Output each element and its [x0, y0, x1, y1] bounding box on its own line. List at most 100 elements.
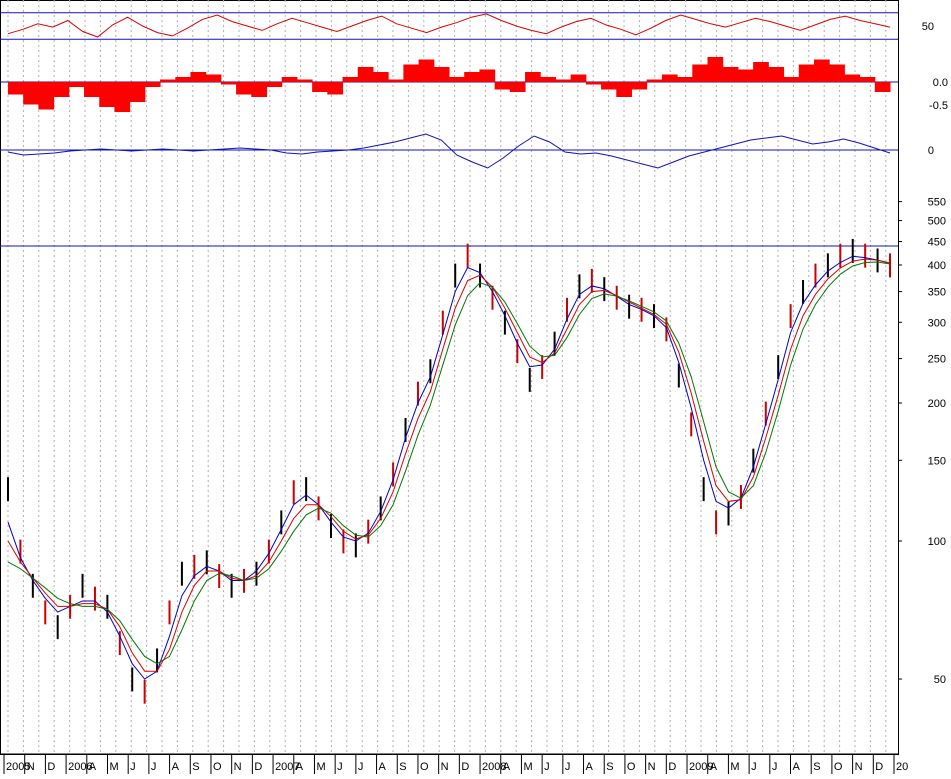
histogram-bar [813, 59, 830, 82]
x-tick-label: D [254, 761, 262, 773]
histogram-bar [236, 82, 252, 95]
histogram-bar [266, 82, 283, 87]
histogram-bar [494, 82, 511, 90]
histogram-bar [68, 82, 85, 87]
x-tick-label: O [420, 761, 429, 773]
tick-label: 100 [928, 536, 946, 548]
x-tick-label: M [316, 761, 325, 773]
x-tick-label: N [648, 761, 656, 773]
histogram-bar [874, 82, 891, 92]
histogram-bar [8, 82, 24, 95]
histogram-bar [540, 77, 556, 82]
histogram-bar [677, 77, 693, 82]
x-tick-label: N [234, 761, 242, 773]
x-tick-label: J [151, 761, 157, 773]
histogram-bar [616, 82, 632, 97]
histogram-bar [555, 79, 572, 82]
x-tick-label: A [296, 761, 304, 773]
histogram-bar [84, 82, 100, 97]
histogram-bar [357, 67, 374, 82]
tick-label: 500 [928, 216, 946, 228]
histogram-bar [312, 82, 328, 92]
tick-label: 550 [928, 197, 946, 209]
histogram-bar [449, 77, 465, 82]
x-tick-label: S [399, 761, 406, 773]
x-tick-label: N [441, 761, 449, 773]
tick-label: 0 [928, 145, 934, 157]
histogram-bar [661, 74, 678, 82]
histogram-bar [692, 64, 709, 82]
histogram-bar [281, 77, 298, 82]
x-tick-label: J [358, 761, 364, 773]
histogram-bar [342, 77, 359, 82]
x-tick-label: A [710, 761, 718, 773]
tick-label: 150 [928, 455, 946, 467]
x-tick-label: D [47, 761, 55, 773]
x-tick-label: D [461, 761, 469, 773]
histogram-bar [829, 64, 845, 82]
x-tick-label: A [503, 761, 511, 773]
histogram-bar [114, 82, 131, 112]
histogram-bar [403, 64, 420, 82]
histogram-bar [99, 82, 115, 107]
x-tick-label: 20 [896, 761, 908, 773]
moving-average-2 [7, 258, 891, 672]
histogram-bar [753, 62, 769, 82]
x-tick-label: D [668, 761, 676, 773]
x-tick-label: J [565, 761, 571, 773]
x-tick-label: A [379, 761, 387, 773]
moving-average-3 [7, 261, 891, 665]
histogram-bar [707, 57, 724, 82]
x-tick-label: O [834, 761, 843, 773]
tick-label: 450 [928, 237, 946, 249]
x-tick-label: J [772, 761, 778, 773]
x-tick-label: A [793, 761, 801, 773]
x-tick-label: O [627, 761, 636, 773]
x-tick-label: J [337, 761, 343, 773]
histogram-bar [372, 72, 389, 82]
histogram-bar [783, 77, 800, 82]
tick-label: 50 [922, 21, 934, 33]
histogram-bar [798, 64, 815, 82]
x-tick-label: N [27, 761, 35, 773]
tick-label: 300 [928, 317, 946, 329]
x-tick-label: J [130, 761, 136, 773]
tick-label: 200 [928, 398, 946, 410]
histogram-bar [129, 82, 146, 102]
histogram-bar [327, 82, 344, 95]
histogram-bar [570, 74, 587, 82]
histogram-bar [160, 79, 176, 82]
x-tick-label: M [523, 761, 532, 773]
histogram-bar [220, 82, 237, 85]
tick-label: 250 [928, 354, 946, 366]
histogram-bar [509, 82, 526, 92]
oscillator-1-line [7, 13, 891, 38]
x-tick-label: D [875, 761, 883, 773]
histogram-bar [646, 79, 663, 82]
histogram-bar [844, 74, 861, 82]
x-tick-label: O [213, 761, 222, 773]
x-tick-label: M [730, 761, 739, 773]
histogram-bar [722, 67, 739, 82]
histogram-bar [464, 72, 480, 82]
histogram-bar [296, 79, 313, 82]
histogram-bar [433, 67, 450, 82]
histogram-bar [737, 69, 754, 82]
histogram-bar [631, 82, 648, 90]
x-tick-label: A [172, 761, 180, 773]
tick-label: 0.0 [933, 77, 948, 89]
tick-label: 400 [928, 260, 946, 272]
x-tick-label: A [586, 761, 594, 773]
x-tick-label: M [109, 761, 118, 773]
x-tick-label: J [544, 761, 550, 773]
histogram-bar [175, 77, 191, 82]
histogram-bar [479, 69, 496, 82]
plot-frame [0, 0, 899, 755]
x-tick-label: S [606, 761, 613, 773]
x-tick-label: S [192, 761, 199, 773]
histogram-bar [601, 82, 617, 90]
x-tick-label: J [751, 761, 757, 773]
histogram-bar [23, 82, 39, 105]
